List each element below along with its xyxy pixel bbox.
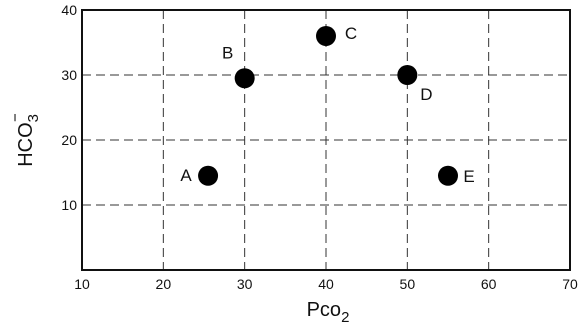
y-tick-label: 10 — [61, 197, 77, 213]
y-axis-title-superscript: − — [7, 113, 24, 122]
x-axis-title-subscript: 2 — [341, 309, 349, 326]
data-point-marker — [438, 165, 458, 186]
x-tick-label: 10 — [74, 276, 90, 292]
x-tick-label: 60 — [481, 276, 497, 292]
y-axis-title-subscript: 3 — [25, 114, 42, 122]
x-axis-title-main: Pco — [307, 299, 341, 321]
x-tick-label: 70 — [562, 276, 578, 292]
x-tick-label: 20 — [156, 276, 172, 292]
x-tick-label: 50 — [400, 276, 416, 292]
y-tick-label: 40 — [61, 2, 77, 18]
plot-frame — [81, 9, 571, 271]
y-tick-label: 20 — [61, 132, 77, 148]
data-point-label: B — [222, 43, 233, 62]
data-point-marker — [234, 68, 255, 89]
data-point-label: D — [420, 85, 432, 104]
y-axis-title: HCO3− — [7, 113, 42, 167]
y-tick-label: 30 — [61, 67, 77, 83]
data-point-label: C — [345, 24, 357, 43]
data-points: A B C D E — [180, 24, 475, 186]
y-axis-title-main: HCO — [15, 122, 37, 166]
x-tick-label: 40 — [318, 276, 334, 292]
data-point-label: A — [180, 166, 192, 185]
x-axis-title: Pco2 — [307, 299, 350, 326]
x-tick-label: 30 — [237, 276, 253, 292]
data-point-marker — [198, 165, 219, 186]
data-point-marker — [397, 65, 418, 85]
data-point-marker — [316, 26, 336, 46]
tick-labels: 10 20 30 40 50 60 70 10 20 30 40 — [61, 2, 578, 292]
svg-text:HCO3−: HCO3− — [7, 113, 42, 167]
grid — [82, 10, 570, 270]
data-point-label: E — [463, 167, 474, 186]
